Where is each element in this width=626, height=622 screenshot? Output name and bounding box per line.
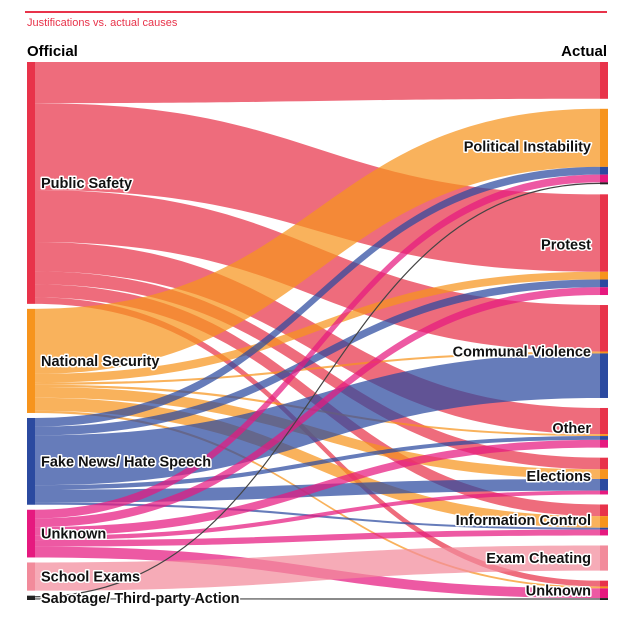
right-label-elections: Elections [527,469,591,485]
right-node-protest-segment-1 [600,271,608,280]
left-column-heading: Official [27,43,78,60]
flow-school-exams-to-exam-cheating [35,545,600,591]
flow-national-security-to-communal-violence [35,351,600,385]
right-node-communal-violence-segment-2 [600,353,608,398]
right-node-political-instability-segment-0 [600,108,608,167]
sankey-links [34,62,601,600]
left-node-sabotage-third-party-action [27,595,35,600]
left-label-national-security: National Security [41,354,159,370]
left-label-unknown: Unknown [41,527,106,543]
flow-sabotage-third-party-action-to-political-instability [34,182,601,598]
left-node-school-exams [27,562,35,591]
flow-unknown-to-protest [35,287,600,528]
right-node-other-segment-0 [600,407,608,435]
right-node-unknown-segment-2 [600,588,608,599]
right-node-unknown-segment-3 [600,598,608,600]
flow-public-safety-to-communal-violence [35,189,600,352]
flow-national-security-to-protest [35,271,600,383]
right-node-political-instability-segment-1 [600,166,608,175]
right-node-information-control-segment-0 [600,504,608,517]
right-label-protest: Protest [541,238,591,254]
right-label-exam-cheating: Exam Cheating [486,551,591,567]
left-label-fake-news-hate-speech: Fake News/ Hate Speech [41,454,211,470]
sankey-labels: Public Safety National Security Fake News/… [40,138,593,608]
flow-public-safety-to-elections [35,271,600,470]
right-node-exam-cheating-segment-0 [600,545,608,571]
left-node-public-safety [27,62,35,304]
flow-national-security-to-unknown [35,410,600,589]
flow-public-safety-to-protest [35,103,600,272]
right-node-blank-segment-0 [600,62,608,99]
right-column-heading: Actual [561,43,607,60]
right-node-protest-segment-3 [600,287,608,296]
right-node-other-segment-1 [600,434,608,437]
right-label-unknown: Unknown [526,583,591,599]
right-node-other-segment-2 [600,436,608,440]
flow-unknown-to-other [35,439,600,536]
right-label-information-control: Information Control [456,513,591,529]
right-node-elections-segment-3 [600,490,608,495]
left-label-public-safety: Public Safety [41,176,132,192]
left-node-unknown [27,509,35,558]
right-node-communal-violence-segment-1 [600,351,608,354]
right-node-information-control-segment-1 [600,516,608,528]
right-node-protest-segment-2 [600,279,608,288]
flow-unknown-to-information-control [35,529,600,547]
flow-public-safety-to-unknown [35,297,600,587]
chart-subtitle: Justifications vs. actual causes [27,17,178,29]
right-node-elections-segment-1 [600,469,608,479]
right-node-political-instability-segment-2 [600,174,608,183]
sankey-nodes [27,62,608,600]
right-node-elections-segment-0 [600,457,608,470]
flow-fake-news-hate-speech-to-political-instability [35,166,600,427]
flow-unknown-to-political-instability [35,174,600,519]
flow-national-security-to-political-instability [35,108,600,374]
flow-public-safety-to-blank [35,62,600,104]
right-label-communal-violence: Communal Violence [453,345,591,361]
right-node-information-control-segment-3 [600,529,608,536]
right-node-information-control-segment-2 [600,527,608,530]
header-rule [25,11,607,13]
flow-unknown-to-elections [35,490,600,541]
left-label-sabotage-third-party-action: Sabotage/ Third-party Action [41,591,239,607]
right-node-unknown-segment-0 [600,580,608,587]
right-node-communal-violence-segment-0 [600,305,608,352]
right-node-protest-segment-0 [600,194,608,272]
left-node-fake-news-hate-speech [27,417,35,505]
right-node-political-instability-segment-3 [600,182,608,185]
left-node-national-security [27,308,35,413]
right-node-unknown-segment-1 [600,586,608,589]
right-label-other: Other [552,421,591,437]
left-label-school-exams: School Exams [41,570,140,586]
right-label-political-instability: Political Instability [464,140,591,156]
flow-public-safety-to-other [35,242,600,435]
flow-fake-news-hate-speech-to-protest [35,279,600,436]
right-node-other-segment-3 [600,439,608,448]
right-node-elections-segment-2 [600,478,608,491]
flow-fake-news-hate-speech-to-other [35,436,600,490]
flow-fake-news-hate-speech-to-communal-violence [35,353,600,486]
